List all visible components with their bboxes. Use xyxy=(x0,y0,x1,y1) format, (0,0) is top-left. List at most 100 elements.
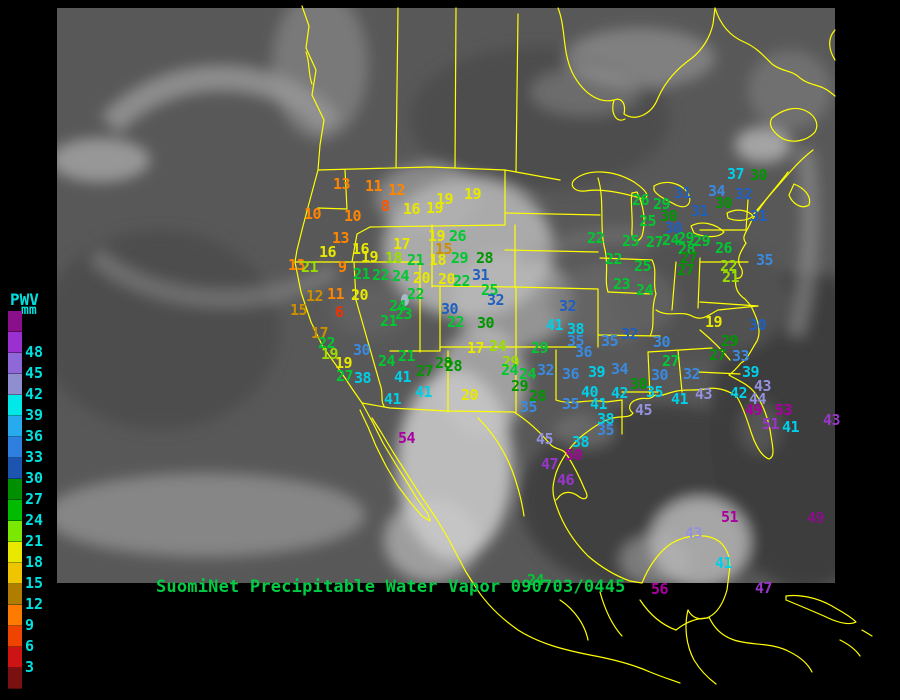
station-value: 19 xyxy=(321,345,339,363)
station-value: 29 xyxy=(677,229,695,247)
legend-label: 48 xyxy=(25,343,44,361)
station-value: 38 xyxy=(597,410,615,428)
station-value: 30 xyxy=(715,194,733,212)
station-value: 23 xyxy=(395,305,413,323)
station-value: 41 xyxy=(384,390,402,408)
legend-swatch xyxy=(8,563,22,584)
legend-label: 24 xyxy=(25,511,44,529)
legend-swatch xyxy=(8,311,22,332)
station-value: 22 xyxy=(720,257,738,275)
station-value: 28 xyxy=(678,240,696,258)
station-value: 21 xyxy=(353,265,371,283)
station-value: 32 xyxy=(537,361,555,379)
station-value: 24 xyxy=(378,352,396,370)
station-value: 32 xyxy=(735,185,753,203)
station-value: 19 xyxy=(335,354,353,372)
station-value: 56 xyxy=(651,580,669,598)
station-value: 17 xyxy=(393,235,411,253)
station-value: 29 xyxy=(721,332,739,350)
legend-label: 45 xyxy=(25,364,44,382)
legend-label: 21 xyxy=(25,532,44,550)
legend-label: 30 xyxy=(25,469,44,487)
station-value: 19 xyxy=(426,199,444,217)
legend-label: 39 xyxy=(25,406,44,424)
station-value: 30 xyxy=(651,366,669,384)
station-value: 32 xyxy=(683,365,701,383)
station-value: 19 xyxy=(361,248,379,266)
station-value: 17 xyxy=(467,339,485,357)
station-value: 34 xyxy=(708,182,726,200)
station-value: 22 xyxy=(447,313,465,331)
station-value: 36 xyxy=(575,343,593,361)
station-value: 30 xyxy=(660,207,678,225)
station-value: 30 xyxy=(353,341,371,359)
station-value: 41 xyxy=(590,395,608,413)
station-value: 22 xyxy=(587,229,605,247)
station-value: 42 xyxy=(611,384,629,402)
legend-swatch xyxy=(8,500,22,521)
legend-swatch xyxy=(8,374,22,395)
legend-label: 42 xyxy=(25,385,44,403)
station-value: 20 xyxy=(413,269,431,287)
legend-label: 15 xyxy=(25,574,44,592)
station-value: 19 xyxy=(705,313,723,331)
station-value: 13 xyxy=(332,229,350,247)
station-value: 41 xyxy=(546,316,564,334)
station-value: 43 xyxy=(685,524,703,542)
station-value: 12 xyxy=(306,287,324,305)
legend-swatch xyxy=(8,584,22,605)
legend-swatch xyxy=(8,416,22,437)
station-value: 30 xyxy=(750,166,768,184)
station-value: 19 xyxy=(464,185,482,203)
station-value: 23 xyxy=(613,275,631,293)
station-value: 27 xyxy=(662,352,680,370)
station-value: 29 xyxy=(693,232,711,250)
station-value: 43 xyxy=(823,411,841,429)
station-value: 50 xyxy=(565,446,583,464)
station-value: 29 xyxy=(451,249,469,267)
station-value: 28 xyxy=(476,249,494,267)
station-value: 29 xyxy=(653,195,671,213)
station-value: 35 xyxy=(646,383,664,401)
legend-swatch xyxy=(8,395,22,416)
station-value: 27 xyxy=(677,261,695,279)
station-value: 10 xyxy=(304,205,322,223)
station-value: 21 xyxy=(407,251,425,269)
station-value: 32 xyxy=(559,297,577,315)
legend-swatch xyxy=(8,332,22,353)
station-value: 24 xyxy=(636,281,654,299)
station-value: 20 xyxy=(461,386,479,404)
station-value: 12 xyxy=(388,181,406,199)
station-value: 53 xyxy=(775,401,793,419)
station-value: 38 xyxy=(572,433,590,451)
station-value: 22 xyxy=(605,250,623,268)
station-value: 30 xyxy=(630,375,648,393)
station-value: 24 xyxy=(501,361,519,379)
station-value: 27 xyxy=(336,367,354,385)
legend-swatch xyxy=(8,353,22,374)
legend-title: PWV xyxy=(10,290,39,309)
station-value: 28 xyxy=(445,357,463,375)
station-value: 24 xyxy=(519,365,537,383)
station-value: 25 xyxy=(481,281,499,299)
station-value: 28 xyxy=(529,387,547,405)
station-value: 34 xyxy=(611,360,629,378)
station-value: 41 xyxy=(671,390,689,408)
station-value: 35 xyxy=(756,251,774,269)
station-value: 19 xyxy=(428,227,446,245)
station-value: 30 xyxy=(441,300,459,318)
station-value: 41 xyxy=(415,383,433,401)
legend-label: 6 xyxy=(25,637,35,655)
station-value: 35 xyxy=(601,332,619,350)
station-value: 31 xyxy=(691,202,709,220)
station-value: 29 xyxy=(531,339,549,357)
station-value: 18 xyxy=(385,249,403,267)
station-value: 13 xyxy=(333,175,351,193)
legend-label: 9 xyxy=(25,616,35,634)
station-value: 32 xyxy=(487,291,505,309)
station-value: 19 xyxy=(436,190,454,208)
satellite-imagery xyxy=(57,8,835,583)
